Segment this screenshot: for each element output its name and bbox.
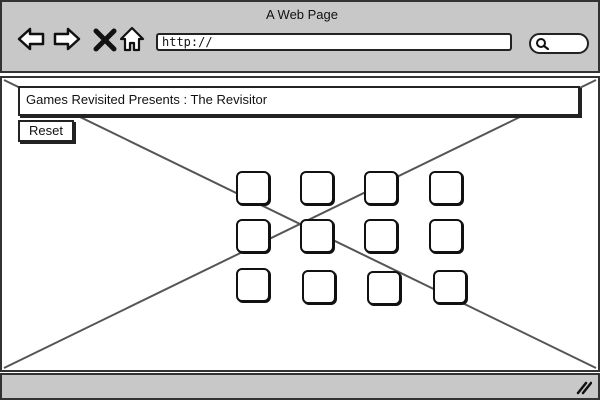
game-tile[interactable] [367,271,401,305]
forward-button[interactable] [52,24,82,54]
game-tile[interactable] [364,171,398,205]
status-bar [0,373,600,400]
back-arrow-icon [17,27,45,51]
game-tile[interactable] [302,270,336,304]
window-title: A Web Page [265,7,339,22]
game-tile[interactable] [433,270,467,304]
address-bar[interactable]: http:// [156,33,512,51]
resize-grip-icon[interactable] [576,379,592,395]
game-tile[interactable] [364,219,398,253]
browser-toolbar: A Web Page http:// [0,0,600,73]
stop-button[interactable] [90,24,120,54]
game-tile[interactable] [236,268,270,302]
game-tile[interactable] [300,171,334,205]
home-icon [119,26,145,52]
forward-arrow-icon [53,27,81,51]
home-button[interactable] [117,24,147,54]
game-tile[interactable] [236,171,270,205]
game-tile[interactable] [236,219,270,253]
search-icon [536,38,550,51]
game-tile[interactable] [429,171,463,205]
reset-button[interactable]: Reset [18,120,74,142]
game-tile[interactable] [300,219,334,253]
page-banner: Games Revisited Presents : The Revisitor [18,86,580,116]
search-field[interactable] [529,33,589,54]
page-content-area: Games Revisited Presents : The Revisitor… [0,76,600,372]
game-tile[interactable] [429,219,463,253]
back-button[interactable] [16,24,46,54]
close-x-icon [93,28,117,52]
